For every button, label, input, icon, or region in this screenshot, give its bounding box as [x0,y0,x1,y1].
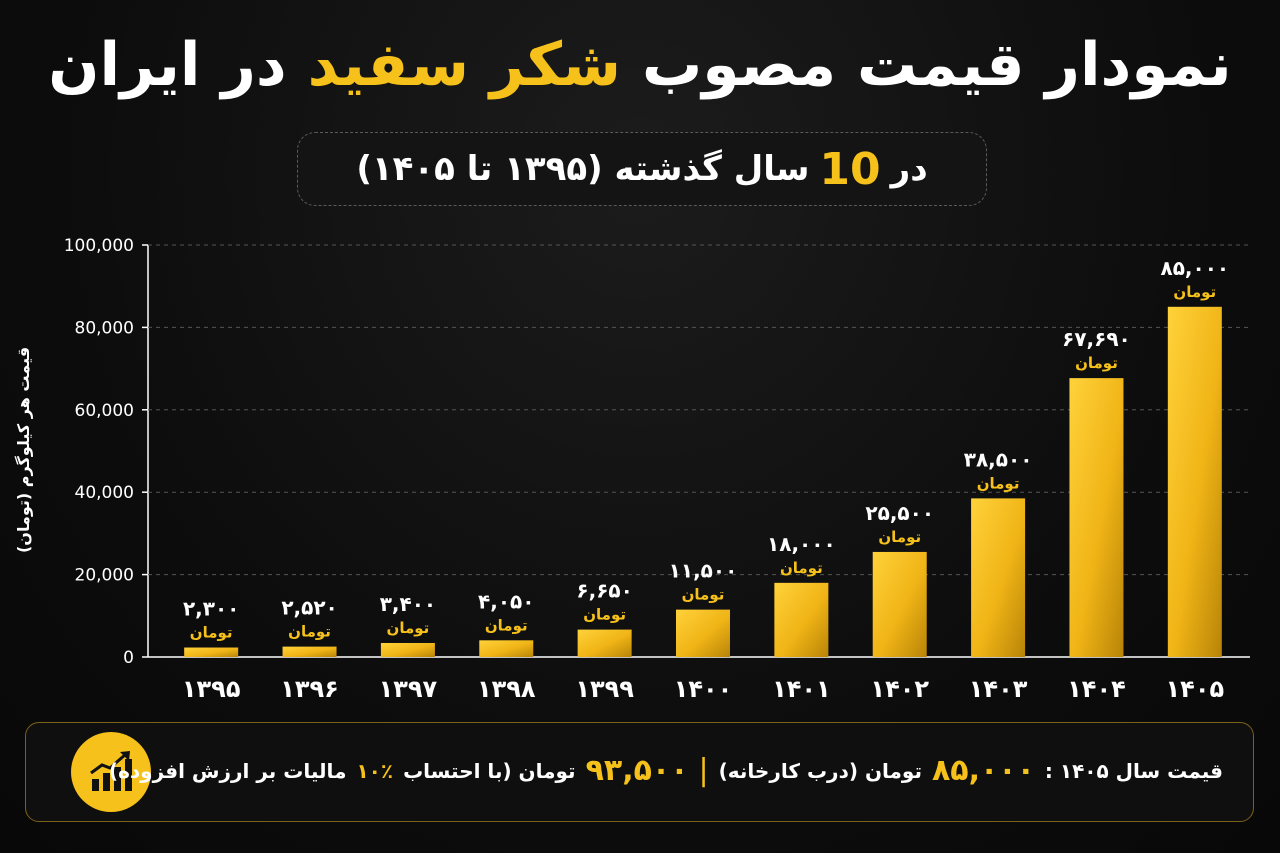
footer-text: قیمت سال ۱۴۰۵ : ۸۵,۰۰۰ تومان (درب کارخان… [109,753,1223,788]
bar-unit-label: تومان [387,619,430,637]
bar [1069,378,1123,657]
bar-unit-label: تومان [682,586,725,604]
bar [184,648,238,657]
bar [774,583,828,657]
bar-unit-label: تومان [878,528,921,546]
x-tick-label: ۱۳۹۸ [477,675,536,703]
bar-unit-label: تومان [485,616,528,634]
x-tick-label: ۱۳۹۶ [280,675,339,703]
y-tick-label: 100,000 [64,236,134,256]
y-tick-label: 80,000 [75,318,134,338]
bar-unit-label: تومان [780,559,823,577]
bar [676,610,730,657]
bar-value-label: ۳۸,۵۰۰ [964,447,1033,471]
x-tick-label: ۱۴۰۱ [772,675,831,703]
bar-unit-label: تومان [977,474,1020,492]
bar-unit-label: تومان [190,624,233,642]
footer-info-box: قیمت سال ۱۴۰۵ : ۸۵,۰۰۰ تومان (درب کارخان… [25,722,1254,822]
footer-tax-price: ۹۳,۵۰۰ [586,753,689,788]
footer-separator: | [699,753,709,788]
footer-tax-text-2: مالیات بر ارزش افزوده) [109,759,347,783]
bar-value-label: ۶,۶۵۰ [576,579,632,603]
x-tick-label: ۱۳۹۵ [182,675,241,703]
bar-value-label: ۴,۰۵۰ [478,589,534,613]
bar-value-label: ۲۵,۵۰۰ [865,501,934,525]
x-tick-label: ۱۴۰۰ [674,675,733,703]
footer-year-label: قیمت سال ۱۴۰۵ : [1045,759,1223,783]
y-tick-label: 40,000 [75,483,134,503]
bar-unit-label: تومان [583,606,626,624]
footer-factory-text: تومان (درب کارخانه) [719,759,922,783]
bar-value-label: ۱۱,۵۰۰ [669,559,738,583]
bar-value-label: ۲,۵۲۰ [281,596,337,620]
x-tick-label: ۱۴۰۳ [969,675,1028,703]
bar-unit-label: تومان [1075,354,1118,372]
bar-value-label: ۶۷,۶۹۰ [1062,327,1131,351]
x-tick-label: ۱۳۹۷ [379,675,438,703]
footer-tax-text-1: تومان (با احتساب [403,759,576,783]
bar [1168,307,1222,657]
y-tick-label: 20,000 [75,566,134,586]
x-tick-label: ۱۴۰۴ [1067,675,1126,703]
y-tick-label: 60,000 [75,401,134,421]
x-tick-label: ۱۳۹۹ [575,675,634,703]
bar-chart: 0 20,000 40,000 60,000 80,000 100,000 ۲,۳۰۰ توم… [0,0,1280,720]
bar [971,498,1025,657]
bar [578,630,632,657]
bar-unit-label: تومان [1173,283,1216,301]
footer-tax-pct: ۱۰٪ [356,759,393,783]
bar-value-label: ۱۸,۰۰۰ [767,532,836,556]
x-tick-label: ۱۴۰۵ [1166,675,1225,703]
bar [283,647,337,657]
bar-value-label: ۸۵,۰۰۰ [1160,256,1229,280]
bar [381,643,435,657]
bar [873,552,927,657]
bar [479,640,533,657]
footer-factory-price: ۸۵,۰۰۰ [932,753,1035,788]
bar-value-label: ۳,۴۰۰ [380,592,436,616]
y-tick-label: 0 [123,648,134,668]
x-tick-label: ۱۴۰۲ [870,675,929,703]
bar-value-label: ۲,۳۰۰ [183,597,239,621]
bar-unit-label: تومان [288,623,331,641]
